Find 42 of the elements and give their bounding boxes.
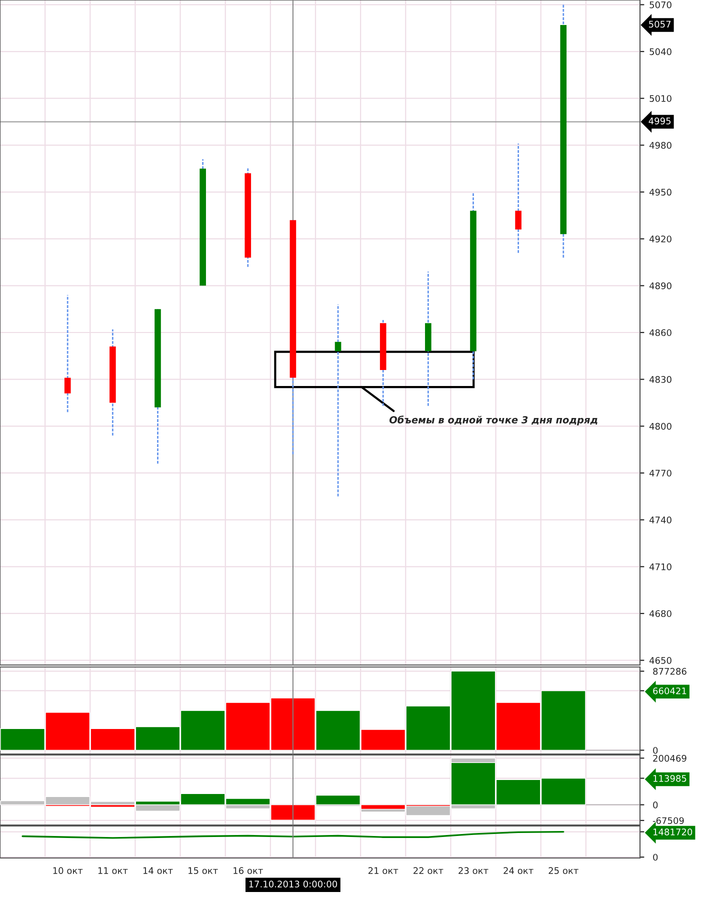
- y-tick-label: 4980: [649, 142, 672, 149]
- x-tick-label: 22 окт: [414, 867, 444, 874]
- annotation: Объемы в одной точке 3 дня подряд: [389, 416, 598, 426]
- x-tick-label: 23 окт: [458, 867, 488, 874]
- ref-line-label: 4995: [648, 118, 671, 124]
- line-series: [22, 830, 564, 839]
- y-tick-label: 4770: [649, 470, 672, 477]
- x-tick-label: 16 окт: [234, 867, 263, 874]
- y-tick-label: 113985: [653, 774, 686, 782]
- candlestick: [64, 294, 71, 413]
- y-tick-label: 200469: [653, 754, 686, 762]
- candlestick: [334, 304, 342, 498]
- y-tick-label: 5010: [650, 95, 672, 102]
- y-tick-label: 4800: [649, 422, 672, 430]
- y-tick-label: 4680: [649, 610, 672, 618]
- y-tick-label: 4740: [649, 516, 672, 524]
- y-tick-label: 4920: [649, 236, 672, 242]
- x-tick-label: 10 окт: [53, 867, 83, 874]
- x-tick-label: 24 окт: [504, 867, 534, 874]
- candlestick: [515, 142, 522, 254]
- y-tick-label: 4650: [649, 657, 672, 664]
- y-tick-label: 660421: [653, 687, 686, 694]
- x-tick-label: 14 окт: [143, 867, 173, 874]
- y-tick-label: 5070: [650, 1, 672, 8]
- y-tick-label: 4890: [649, 282, 672, 290]
- y-tick-label: 4710: [649, 563, 672, 570]
- y-tick-label: -67509: [652, 817, 684, 824]
- y-tick-label: 5040: [650, 48, 672, 56]
- y-tick-label: 0: [653, 746, 658, 754]
- x-tick-label: 21 окт: [368, 867, 398, 874]
- x-tick-label: 11 окт: [98, 867, 128, 874]
- y-tick-label: 877286: [653, 668, 686, 675]
- y-tick-label: 4830: [649, 376, 672, 383]
- y-tick-label: 1481720: [653, 828, 692, 836]
- y-tick-label: 0: [653, 801, 658, 808]
- text: 5057: [649, 20, 671, 28]
- x-tick-label: 25 окт: [548, 867, 578, 874]
- x-tick-label: 17.10.2013 0:00:00: [249, 880, 338, 888]
- x-tick-label: 15 окт: [188, 867, 218, 874]
- y-tick-label: 4950: [649, 188, 672, 196]
- y-tick-label: 0: [653, 854, 658, 861]
- y-tick-label: 4860: [649, 329, 672, 336]
